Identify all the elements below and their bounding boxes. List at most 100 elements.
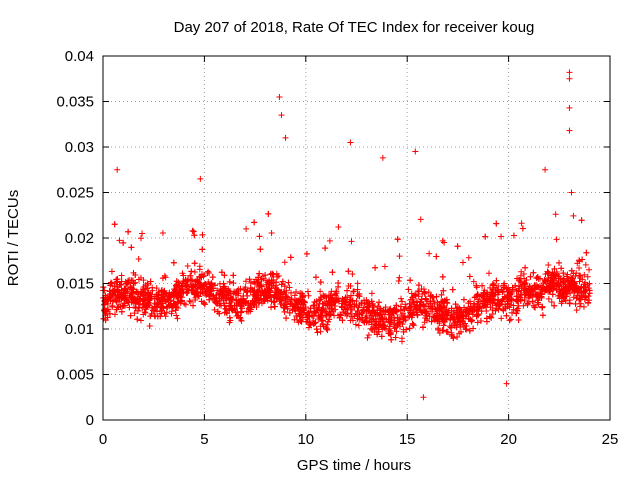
data-point [460,296,467,303]
data-point [209,295,216,302]
data-point [223,297,230,304]
data-point [185,287,192,294]
data-point [170,303,177,310]
data-point [170,259,177,266]
data-point [545,262,552,269]
data-point [440,322,447,329]
data-point [132,279,139,286]
data-point [349,270,356,277]
data-point [388,336,395,343]
data-point [440,327,447,334]
data-point [179,280,186,287]
data-point [561,275,568,282]
data-point [305,292,312,299]
data-point [415,288,422,295]
data-point [462,326,469,333]
data-point [533,291,540,298]
data-point [534,297,541,304]
data-point [231,306,238,313]
data-point [439,273,446,280]
x-tick-label: 25 [602,431,619,448]
data-point [354,280,361,287]
data-point [460,315,467,322]
data-point [136,304,143,311]
data-point [342,306,349,313]
data-point [229,307,236,314]
data-point [199,246,206,253]
data-point [199,283,206,290]
data-point [147,278,154,285]
x-tick-label: 10 [297,431,314,448]
data-points [100,69,593,401]
data-point [251,278,258,285]
data-point [430,297,437,304]
data-point [539,303,546,310]
data-point [448,331,455,338]
data-point [449,286,456,293]
data-point [418,309,425,316]
data-point [312,319,319,326]
data-point [193,288,200,295]
data-point [408,290,415,297]
data-point [398,295,405,302]
data-point [509,284,516,291]
data-point [127,312,134,319]
data-point [581,288,588,295]
data-point [457,306,464,313]
data-point [226,300,233,307]
data-point [495,289,502,296]
data-point [452,301,459,308]
data-point [397,303,404,310]
data-point [287,254,294,261]
data-point [148,304,155,311]
data-point [151,296,158,303]
data-point [465,315,472,322]
data-point [249,286,256,293]
data-point [503,380,510,387]
data-point [196,263,203,270]
data-point [266,280,273,287]
data-point [345,268,352,275]
data-point [574,285,581,292]
data-point [213,291,220,298]
data-point [503,312,510,319]
data-point [567,280,574,287]
data-point [274,286,281,293]
data-point [242,287,249,294]
x-tick-label: 5 [200,431,208,448]
data-point [406,325,413,332]
data-point [369,326,376,333]
data-point [566,283,573,290]
data-point [149,307,156,314]
data-point [222,305,229,312]
data-point [571,288,578,295]
data-point [332,291,339,298]
data-point [347,296,354,303]
data-point [517,298,524,305]
data-point [338,303,345,310]
data-point [315,305,322,312]
data-point [319,307,326,314]
data-point [573,270,580,277]
data-point [468,317,475,324]
data-point [412,305,419,312]
data-point [340,309,347,316]
data-point [281,289,288,296]
data-point [137,317,144,324]
data-point [481,298,488,305]
data-point [436,301,443,308]
data-point [466,327,473,334]
data-point [551,302,558,309]
data-point [118,278,125,285]
axis-ticks [102,55,611,421]
data-point [221,272,228,279]
data-point [471,294,478,301]
data-point [355,311,362,318]
data-point [507,316,514,323]
data-point [568,189,575,196]
data-point [298,318,305,325]
data-point [300,314,307,321]
data-point [274,273,281,280]
data-point [118,308,125,315]
data-point [111,291,118,298]
